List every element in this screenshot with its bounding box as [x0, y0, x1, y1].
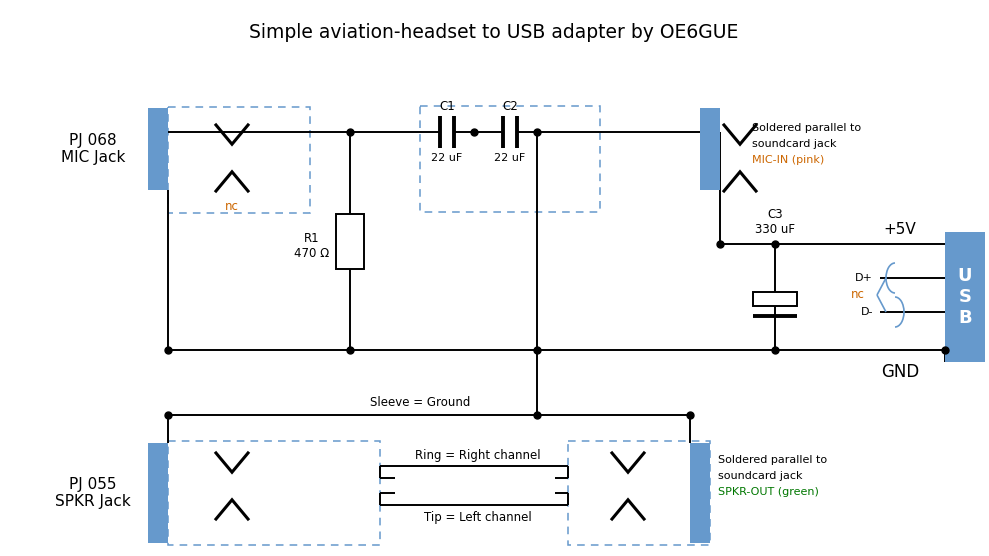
Text: MIC-IN (pink): MIC-IN (pink)	[752, 155, 824, 165]
Bar	[945, 232, 985, 362]
Text: D-: D-	[860, 307, 873, 317]
Text: PJ 068
MIC Jack: PJ 068 MIC Jack	[60, 133, 126, 165]
Text: C2: C2	[502, 101, 518, 113]
Bar	[690, 443, 710, 543]
Text: Soldered parallel to: Soldered parallel to	[752, 123, 861, 133]
Text: nc: nc	[225, 200, 239, 212]
Bar	[148, 108, 168, 190]
Text: Ring = Right channel: Ring = Right channel	[415, 449, 541, 463]
Text: 22 uF: 22 uF	[494, 153, 525, 163]
Text: R1
470 Ω: R1 470 Ω	[295, 232, 329, 260]
Text: GND: GND	[881, 363, 919, 381]
Bar	[336, 214, 364, 269]
Text: U
S
B: U S B	[957, 267, 972, 327]
Text: soundcard jack: soundcard jack	[752, 139, 837, 149]
Text: Soldered parallel to: Soldered parallel to	[718, 455, 827, 465]
Text: Tip = Left channel: Tip = Left channel	[424, 510, 532, 524]
Bar	[168, 441, 380, 545]
Bar	[700, 108, 720, 190]
Text: PJ 055
SPKR Jack: PJ 055 SPKR Jack	[55, 477, 131, 509]
Bar	[568, 441, 710, 545]
Text: C3
330 uF: C3 330 uF	[755, 208, 795, 236]
Text: Simple aviation-headset to USB adapter by OE6GUE: Simple aviation-headset to USB adapter b…	[249, 22, 739, 42]
Bar	[753, 292, 797, 306]
Text: 22 uF: 22 uF	[431, 153, 463, 163]
Text: D+: D+	[855, 273, 873, 283]
Text: SPKR-OUT (green): SPKR-OUT (green)	[718, 487, 819, 497]
Text: Sleeve = Ground: Sleeve = Ground	[370, 396, 470, 410]
Text: +5V: +5V	[883, 222, 917, 237]
Text: nc: nc	[852, 289, 865, 301]
Text: soundcard jack: soundcard jack	[718, 471, 802, 481]
Text: C1: C1	[439, 101, 455, 113]
Bar	[420, 106, 600, 212]
Bar	[148, 443, 168, 543]
Bar	[168, 107, 310, 213]
